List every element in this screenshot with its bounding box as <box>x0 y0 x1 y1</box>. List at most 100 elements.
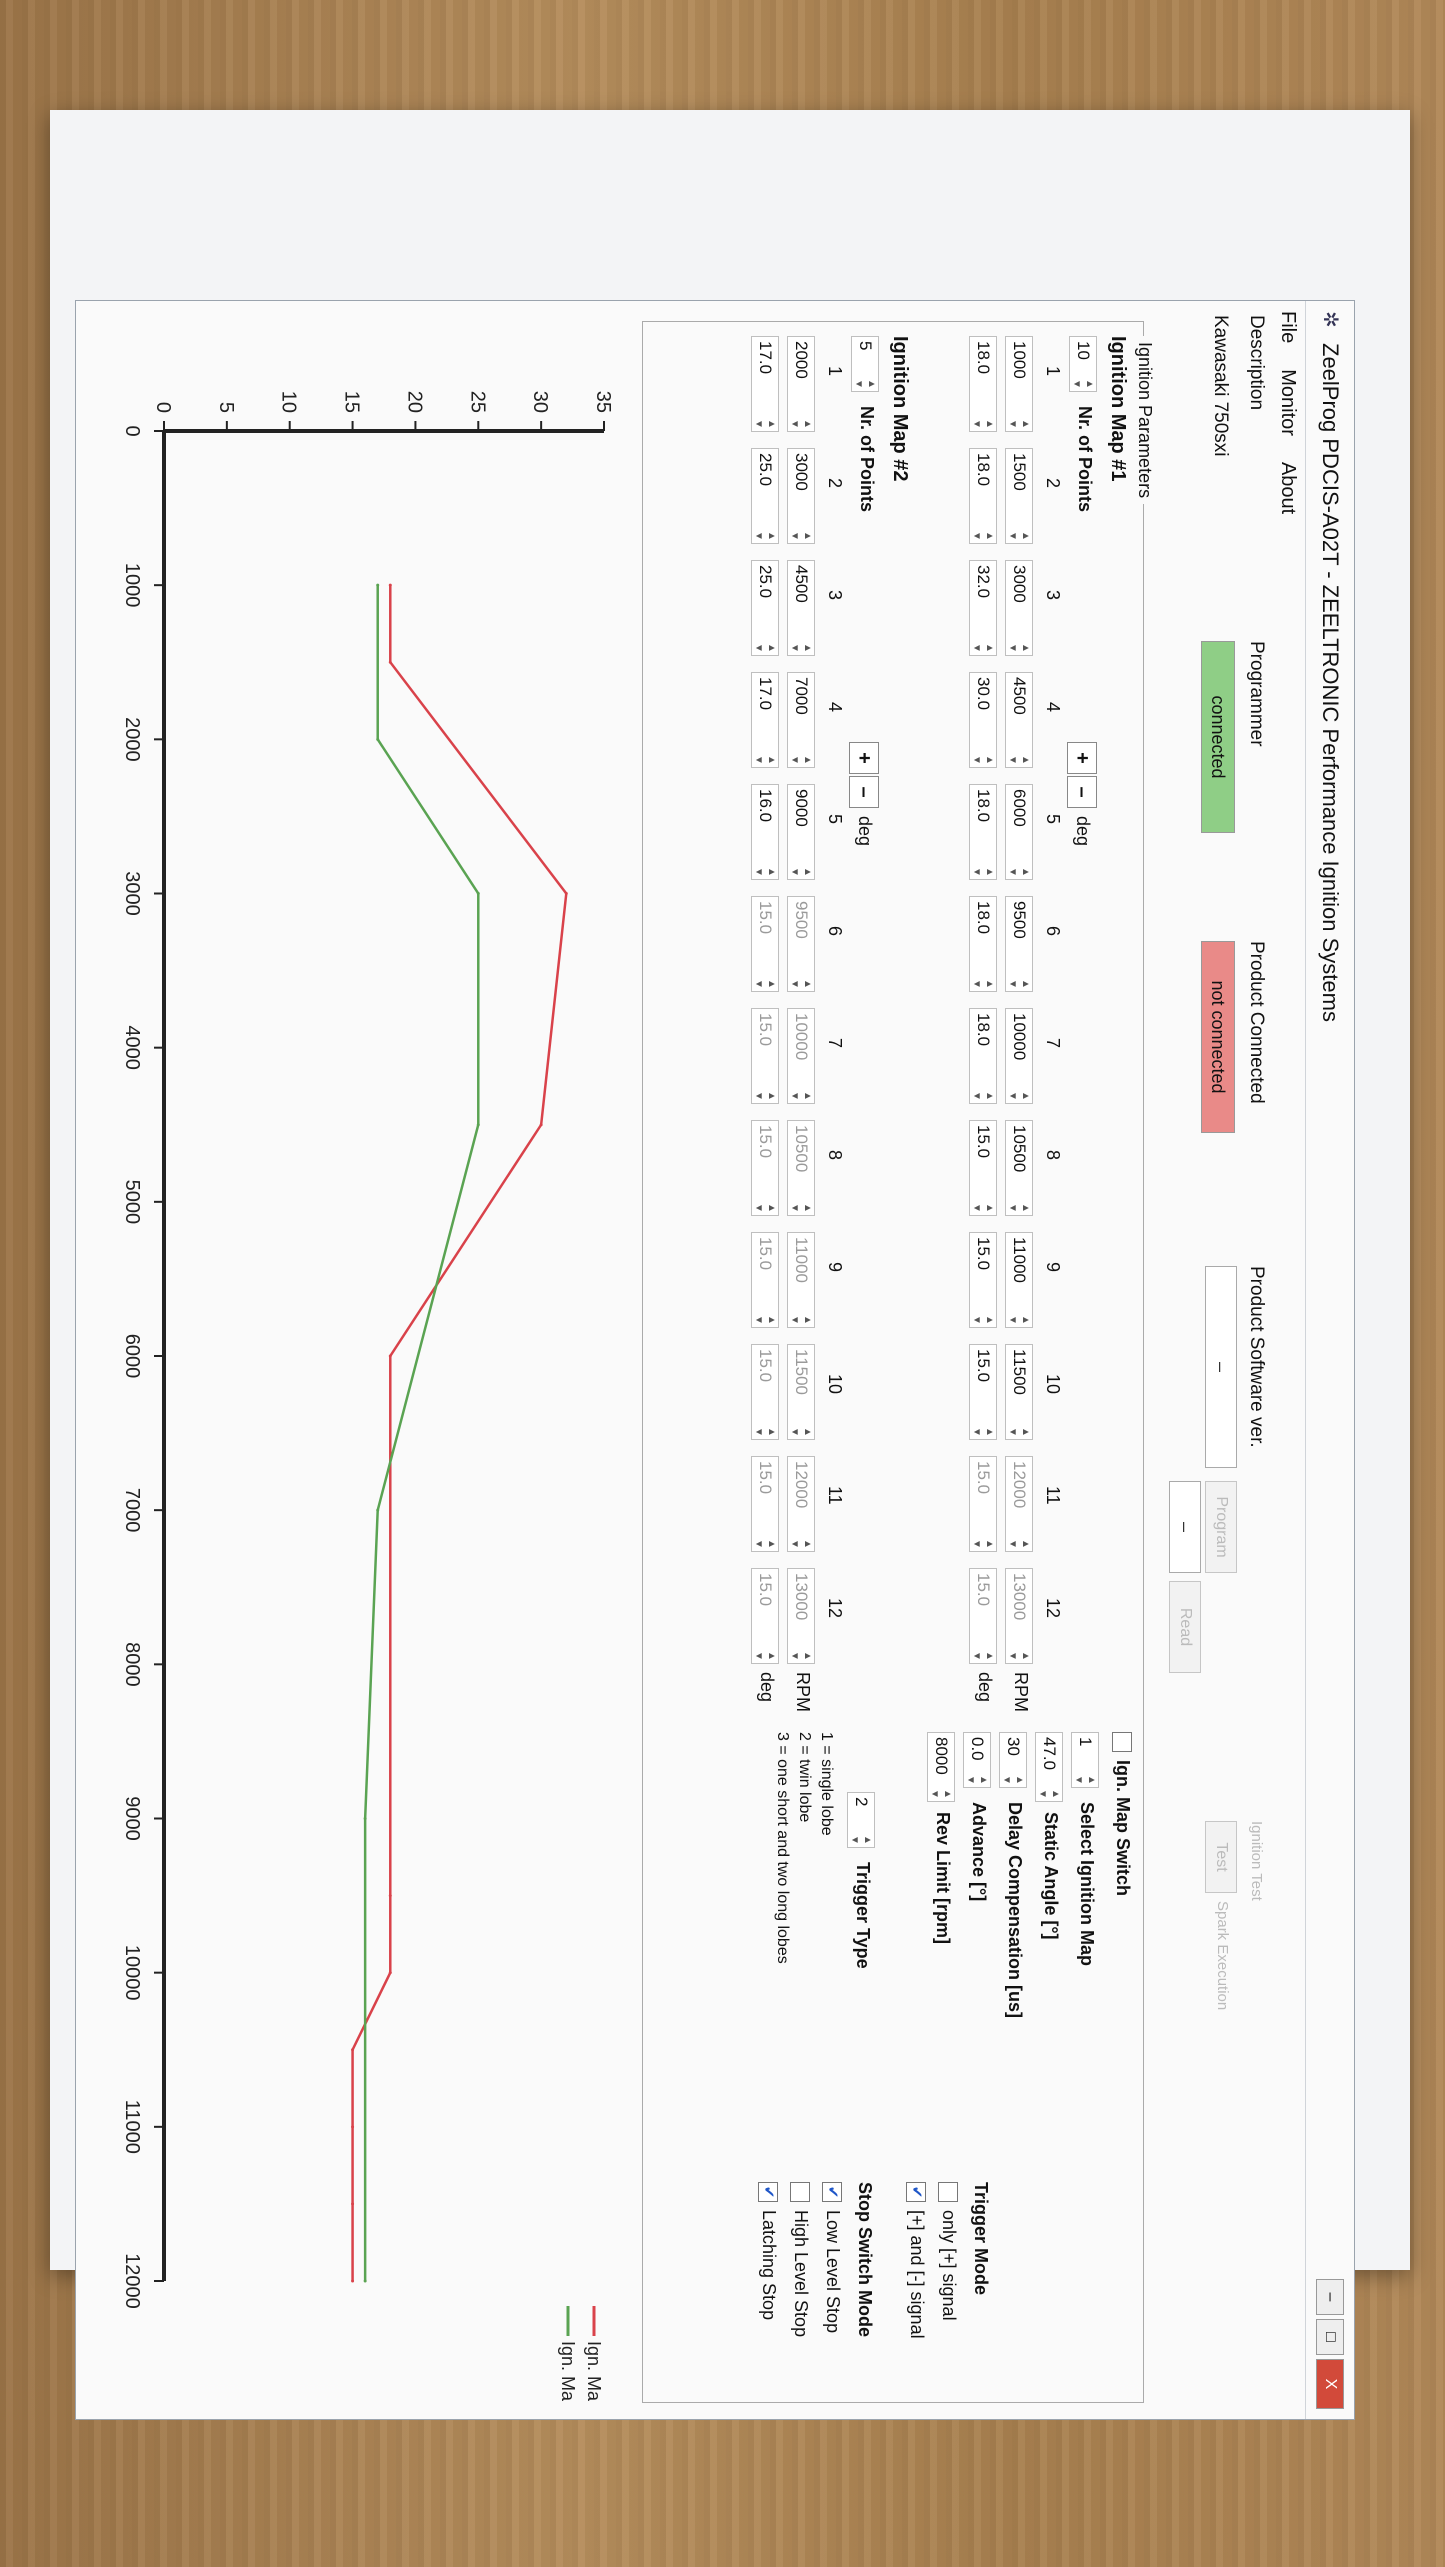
spin-arrows-icon[interactable]: ▲ ▼ <box>965 1775 989 1785</box>
unchecked-box-icon[interactable] <box>1111 1732 1132 1752</box>
high-level-stop-option[interactable]: High Level Stop <box>789 2182 811 2337</box>
spin-arrows-icon[interactable]: ▲ ▼ <box>971 643 995 653</box>
advance-spinner[interactable]: 0.0 ▲ ▼ <box>963 1732 991 1788</box>
unchecked-box-icon[interactable] <box>789 2182 810 2202</box>
spin-arrows-icon[interactable]: ▲ ▼ <box>753 979 777 989</box>
spin-arrows-icon[interactable]: ▲ ▼ <box>1007 1651 1031 1661</box>
delay-spinner[interactable]: 30 ▲ ▼ <box>999 1732 1027 1788</box>
spin-arrows-icon[interactable]: ▲ ▼ <box>1007 643 1031 653</box>
map1-deg-spinner-12[interactable]: 15.0 ▲ ▼ <box>969 1568 997 1664</box>
spin-arrows-icon[interactable]: ▲ ▼ <box>789 1539 813 1549</box>
map1-deg-spinner-4[interactable]: 30.0 ▲ ▼ <box>969 672 997 768</box>
spin-arrows-icon[interactable]: ▲ ▼ <box>753 419 777 429</box>
map2-deg-spinner-1[interactable]: 17.0 ▲ ▼ <box>751 336 779 432</box>
map2-deg-spinner-10[interactable]: 15.0 ▲ ▼ <box>751 1344 779 1440</box>
map1-rpm-spinner-12[interactable]: 13000 ▲ ▼ <box>1005 1568 1033 1664</box>
map2-remove-point-button[interactable]: – <box>849 776 879 808</box>
spin-arrows-icon[interactable]: ▲ ▼ <box>789 755 813 765</box>
map1-deg-spinner-3[interactable]: 32.0 ▲ ▼ <box>969 560 997 656</box>
map1-deg-spinner-2[interactable]: 18.0 ▲ ▼ <box>969 448 997 544</box>
close-button[interactable]: X <box>1316 2359 1344 2409</box>
spin-arrows-icon[interactable]: ▲ ▼ <box>753 1427 777 1437</box>
map2-rpm-spinner-4[interactable]: 7000 ▲ ▼ <box>787 672 815 768</box>
map1-rpm-spinner-2[interactable]: 1500 ▲ ▼ <box>1005 448 1033 544</box>
test-button[interactable]: Test <box>1205 1821 1237 1893</box>
maximize-button[interactable]: □ <box>1316 2319 1344 2355</box>
unchecked-box-icon[interactable] <box>937 2182 958 2202</box>
map1-rpm-spinner-9[interactable]: 11000 ▲ ▼ <box>1005 1232 1033 1328</box>
map1-deg-spinner-1[interactable]: 18.0 ▲ ▼ <box>969 336 997 432</box>
map1-deg-spinner-11[interactable]: 15.0 ▲ ▼ <box>969 1456 997 1552</box>
menu-monitor[interactable]: Monitor <box>1277 369 1300 436</box>
spin-arrows-icon[interactable]: ▲ ▼ <box>971 755 995 765</box>
map2-deg-spinner-9[interactable]: 15.0 ▲ ▼ <box>751 1232 779 1328</box>
map2-rpm-spinner-8[interactable]: 10500 ▲ ▼ <box>787 1120 815 1216</box>
spin-arrows-icon[interactable]: ▲ ▼ <box>1037 1789 1061 1799</box>
menu-about[interactable]: About <box>1277 461 1300 515</box>
spin-arrows-icon[interactable]: ▲ ▼ <box>849 1835 873 1845</box>
map1-deg-spinner-5[interactable]: 18.0 ▲ ▼ <box>969 784 997 880</box>
map1-deg-spinner-6[interactable]: 18.0 ▲ ▼ <box>969 896 997 992</box>
spin-arrows-icon[interactable]: ▲ ▼ <box>971 1427 995 1437</box>
map1-rpm-spinner-8[interactable]: 10500 ▲ ▼ <box>1005 1120 1033 1216</box>
spin-arrows-icon[interactable]: ▲ ▼ <box>753 643 777 653</box>
spin-arrows-icon[interactable]: ▲ ▼ <box>1007 1091 1031 1101</box>
spin-arrows-icon[interactable]: ▲ ▼ <box>1007 419 1031 429</box>
program-button[interactable]: Program <box>1205 1481 1237 1573</box>
map2-rpm-spinner-7[interactable]: 10000 ▲ ▼ <box>787 1008 815 1104</box>
trigger-mode-plus-minus[interactable]: ✔ [+] and [-] signal <box>905 2182 927 2339</box>
spin-arrows-icon[interactable]: ▲ ▼ <box>971 419 995 429</box>
map1-remove-point-button[interactable]: – <box>1067 776 1097 808</box>
map1-rpm-spinner-1[interactable]: 1000 ▲ ▼ <box>1005 336 1033 432</box>
map1-rpm-spinner-10[interactable]: 11500 ▲ ▼ <box>1005 1344 1033 1440</box>
minimize-button[interactable]: ‒ <box>1316 2279 1344 2315</box>
spin-arrows-icon[interactable]: ▲ ▼ <box>971 1539 995 1549</box>
spin-arrows-icon[interactable]: ▲ ▼ <box>753 1539 777 1549</box>
map2-deg-spinner-8[interactable]: 15.0 ▲ ▼ <box>751 1120 779 1216</box>
map2-rpm-spinner-3[interactable]: 4500 ▲ ▼ <box>787 560 815 656</box>
spin-arrows-icon[interactable]: ▲ ▼ <box>1007 1427 1031 1437</box>
spin-arrows-icon[interactable]: ▲ ▼ <box>1007 1203 1031 1213</box>
map2-rpm-spinner-9[interactable]: 11000 ▲ ▼ <box>787 1232 815 1328</box>
spin-arrows-icon[interactable]: ▲ ▼ <box>789 979 813 989</box>
map2-add-point-button[interactable]: + <box>849 742 879 774</box>
map1-rpm-spinner-11[interactable]: 12000 ▲ ▼ <box>1005 1456 1033 1552</box>
description-value[interactable]: Kawasaki 750sxi <box>1210 315 1231 457</box>
spin-arrows-icon[interactable]: ▲ ▼ <box>753 755 777 765</box>
spin-arrows-icon[interactable]: ▲ ▼ <box>1073 1775 1097 1785</box>
map-switch-checkbox[interactable]: Ign. Map Switch <box>1111 1732 1133 1896</box>
spin-arrows-icon[interactable]: ▲ ▼ <box>929 1789 953 1799</box>
map1-rpm-spinner-5[interactable]: 6000 ▲ ▼ <box>1005 784 1033 880</box>
checkmark-icon[interactable]: ✔ <box>757 2182 778 2202</box>
map2-deg-spinner-6[interactable]: 15.0 ▲ ▼ <box>751 896 779 992</box>
map1-rpm-spinner-4[interactable]: 4500 ▲ ▼ <box>1005 672 1033 768</box>
map1-deg-spinner-8[interactable]: 15.0 ▲ ▼ <box>969 1120 997 1216</box>
spin-arrows-icon[interactable]: ▲ ▼ <box>753 531 777 541</box>
checkmark-icon[interactable]: ✔ <box>905 2182 926 2202</box>
map2-deg-spinner-4[interactable]: 17.0 ▲ ▼ <box>751 672 779 768</box>
spin-arrows-icon[interactable]: ▲ ▼ <box>789 643 813 653</box>
spin-arrows-icon[interactable]: ▲ ▼ <box>1007 979 1031 989</box>
trigger-mode-plus-only[interactable]: only [+] signal <box>937 2182 959 2321</box>
map1-points-spinner[interactable]: 10 ▲ ▼ <box>1069 336 1097 392</box>
map2-rpm-spinner-6[interactable]: 9500 ▲ ▼ <box>787 896 815 992</box>
map2-deg-spinner-11[interactable]: 15.0 ▲ ▼ <box>751 1456 779 1552</box>
spin-arrows-icon[interactable]: ▲ ▼ <box>789 867 813 877</box>
spin-arrows-icon[interactable]: ▲ ▼ <box>971 867 995 877</box>
map2-rpm-spinner-5[interactable]: 9000 ▲ ▼ <box>787 784 815 880</box>
spin-arrows-icon[interactable]: ▲ ▼ <box>1071 379 1095 389</box>
map1-rpm-spinner-7[interactable]: 10000 ▲ ▼ <box>1005 1008 1033 1104</box>
spin-arrows-icon[interactable]: ▲ ▼ <box>789 419 813 429</box>
map2-rpm-spinner-2[interactable]: 3000 ▲ ▼ <box>787 448 815 544</box>
spin-arrows-icon[interactable]: ▲ ▼ <box>971 1651 995 1661</box>
map1-rpm-spinner-3[interactable]: 3000 ▲ ▼ <box>1005 560 1033 656</box>
spin-arrows-icon[interactable]: ▲ ▼ <box>1007 531 1031 541</box>
trigger-type-spinner[interactable]: 2 ▲ ▼ <box>847 1792 875 1848</box>
spin-arrows-icon[interactable]: ▲ ▼ <box>1007 1539 1031 1549</box>
map2-deg-spinner-12[interactable]: 15.0 ▲ ▼ <box>751 1568 779 1664</box>
spin-arrows-icon[interactable]: ▲ ▼ <box>853 379 877 389</box>
latching-stop-option[interactable]: ✔ Latching Stop <box>757 2182 779 2320</box>
checkmark-icon[interactable]: ✔ <box>821 2182 842 2202</box>
map1-rpm-spinner-6[interactable]: 9500 ▲ ▼ <box>1005 896 1033 992</box>
map2-points-spinner[interactable]: 5 ▲ ▼ <box>851 336 879 392</box>
